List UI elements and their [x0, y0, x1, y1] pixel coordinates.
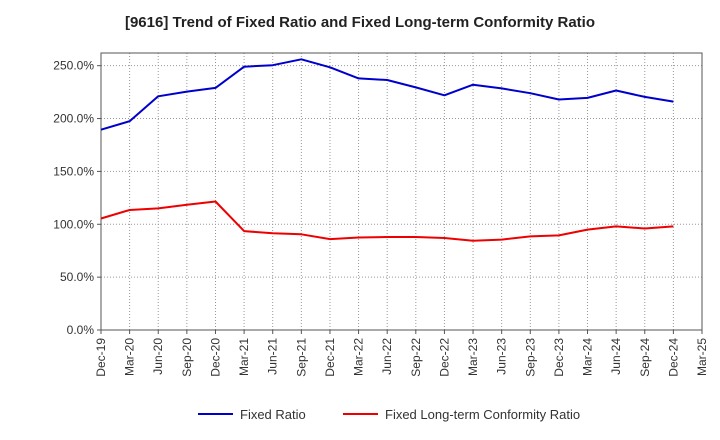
- x-tick-label: Dec-21: [323, 338, 337, 377]
- y-tick-label: 250.0%: [53, 59, 94, 73]
- legend: Fixed Ratio Fixed Long-term Conformity Ra…: [198, 407, 580, 422]
- x-tick-label: Mar-22: [352, 338, 366, 376]
- plot-area: [100, 52, 703, 331]
- x-tick-label: Jun-21: [266, 338, 280, 375]
- series-line-fixed-long-term-conformity-ratio: [100, 200, 674, 242]
- x-tick-label: Jun-24: [609, 338, 623, 375]
- y-tick-label: 100.0%: [53, 217, 94, 231]
- x-tick-label: Jun-20: [151, 338, 165, 375]
- legend-label: Fixed Ratio: [240, 407, 306, 422]
- x-tick-label: Mar-25: [695, 338, 709, 376]
- x-tick-label: Mar-20: [123, 338, 137, 376]
- series-lines: [100, 58, 674, 242]
- x-tick-label: Jun-23: [495, 338, 509, 375]
- series-line-fixed-ratio: [100, 58, 674, 131]
- x-tick-label: Dec-24: [666, 338, 680, 377]
- chart-title: [9616] Trend of Fixed Ratio and Fixed Lo…: [124, 14, 596, 31]
- y-tick-label: 0.0%: [67, 323, 95, 337]
- grid-lines: [101, 53, 702, 330]
- x-tick-label: Dec-23: [552, 338, 566, 377]
- x-tick-label: Sep-21: [294, 338, 308, 377]
- x-tick-label: Sep-24: [638, 338, 652, 377]
- legend-label: Fixed Long-term Conformity Ratio: [385, 407, 580, 422]
- x-tick-label: Sep-20: [180, 338, 194, 377]
- x-tick-label: Sep-23: [523, 338, 537, 377]
- x-tick-label: Jun-22: [380, 338, 394, 375]
- y-axis: 0.0% 50.0% 100.0% 150.0% 200.0% 250.0%: [53, 59, 101, 337]
- y-tick-label: 150.0%: [53, 164, 94, 178]
- x-tick-label: Dec-19: [94, 338, 108, 377]
- x-tick-label: Sep-22: [409, 338, 423, 377]
- x-tick-label: Mar-21: [237, 338, 251, 376]
- y-tick-label: 200.0%: [53, 112, 94, 126]
- x-tick-label: Mar-23: [466, 338, 480, 376]
- x-axis: Dec-19 Mar-20 Jun-20 Sep-20 Dec-20 Mar-21 Jun-…: [94, 330, 709, 377]
- x-tick-label: Dec-20: [208, 338, 222, 377]
- x-tick-label: Mar-24: [581, 338, 595, 376]
- x-tick-label: Dec-22: [437, 338, 451, 377]
- y-tick-label: 50.0%: [60, 270, 94, 284]
